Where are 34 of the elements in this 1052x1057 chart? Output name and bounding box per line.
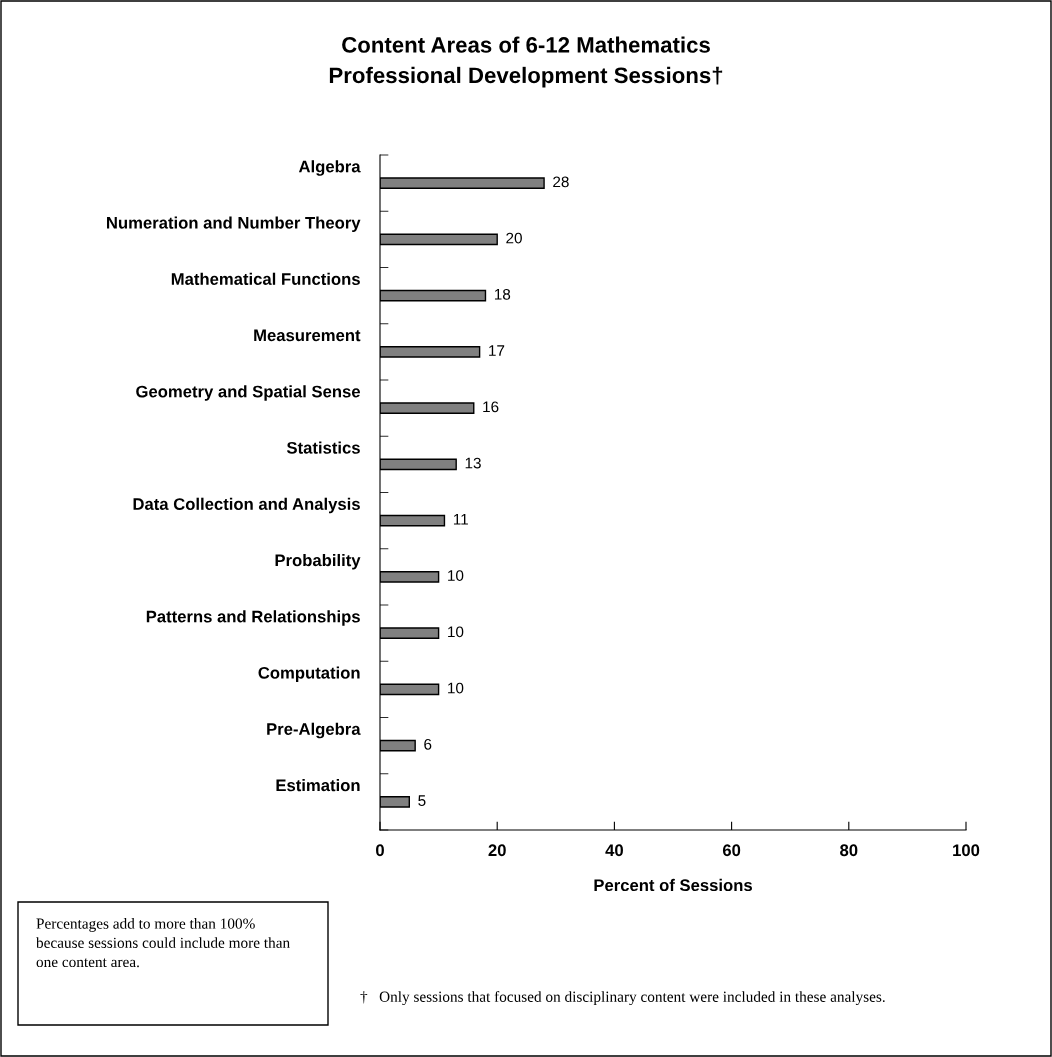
data-label: 28 [553, 176, 569, 188]
data-label: 17 [489, 345, 505, 356]
data-label: 20 [506, 232, 522, 244]
data-label: 11 [453, 514, 468, 525]
x-tick-label: 60 [722, 844, 741, 857]
x-tick-label: 80 [840, 844, 858, 857]
y-tick-label: Mathematical Functions [171, 272, 360, 285]
y-tick-label: Data Collection and Analysis [133, 497, 360, 514]
chart-title: Content Areas of 6-12 Mathematics Professional Development Sessions† [329, 36, 723, 88]
x-tick-label: 20 [488, 844, 506, 857]
y-tick-label: Patterns and Relationships [146, 610, 360, 626]
data-label: 5 [418, 795, 426, 806]
data-label: 18 [494, 288, 511, 300]
text: † Only sessions that focused on disciplinary content were included in these analyses. [360, 990, 885, 1006]
data-label: 13 [465, 457, 481, 469]
text: Percentages add to more than 100% because sessions could include more than one content area. [36, 918, 290, 968]
y-tick-label: Probability [275, 553, 361, 570]
y-tick-label: Algebra [298, 160, 361, 176]
y-tick-label: Numeration and Number Theory [107, 216, 361, 232]
data-label: 6 [424, 738, 432, 750]
data-label: 10 [448, 682, 464, 694]
x-tick-label: 0 [376, 844, 384, 857]
data-label: 10 [448, 570, 464, 581]
y-tick-label: Pre-Algebra [267, 722, 361, 739]
data-label: 10 [448, 626, 464, 638]
y-tick-label: Computation [258, 666, 360, 682]
y-tick-label: Statistics [286, 441, 360, 454]
y-tick-label: Estimation [276, 778, 360, 792]
y-tick-label: Geometry and Spatial Sense [136, 385, 360, 401]
x-axis-title: Percent of Sessions [594, 878, 752, 892]
x-tick-label: 100 [953, 844, 980, 857]
x-tick-label: 40 [605, 844, 623, 857]
y-tick-label: Measurement [254, 329, 361, 342]
data-label: 16 [483, 401, 499, 413]
